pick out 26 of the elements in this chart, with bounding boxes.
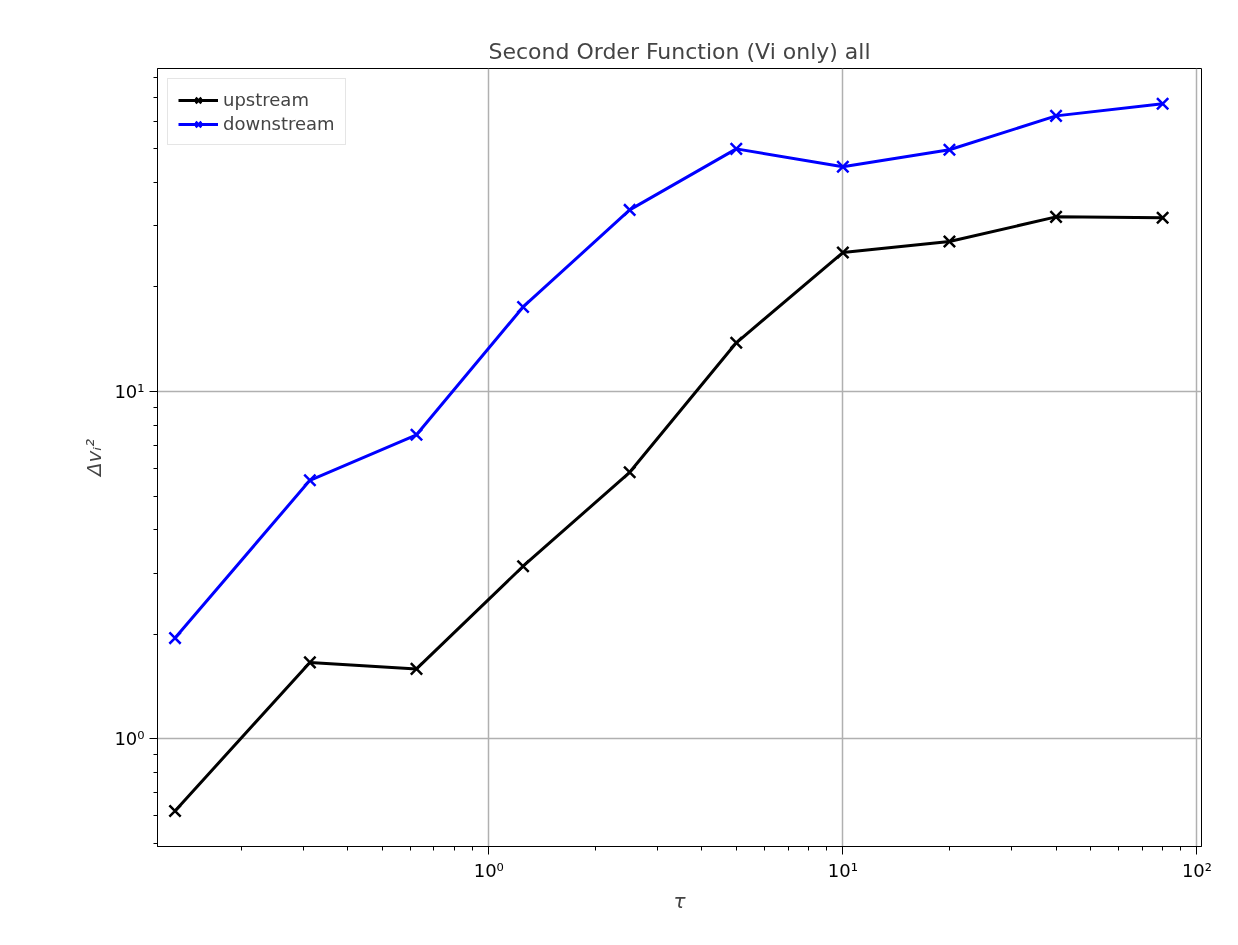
point — [1049, 108, 1063, 123]
point — [516, 559, 530, 574]
legend-label: downstream — [223, 113, 335, 134]
legend-label: upstream — [223, 89, 309, 110]
x-tick-label: 10⁰ — [473, 859, 504, 881]
point — [516, 300, 530, 314]
point — [409, 661, 424, 676]
point — [302, 473, 317, 488]
x-tick-label: 10¹ — [827, 859, 858, 881]
point — [835, 245, 850, 260]
point — [409, 427, 424, 442]
point — [1155, 210, 1170, 225]
y-axis-title: Δvᵢ² — [82, 438, 107, 479]
x-axis-title: τ — [673, 888, 687, 913]
point — [1049, 209, 1063, 224]
chart-title: Second Order Function (Vi only) all — [488, 38, 871, 64]
point — [1155, 96, 1170, 111]
point — [729, 335, 744, 350]
point — [942, 142, 957, 157]
x-tick-label: 10² — [1181, 859, 1213, 881]
point — [622, 465, 637, 480]
point — [835, 159, 850, 174]
point — [302, 655, 317, 670]
point — [942, 234, 957, 249]
point — [622, 202, 637, 217]
point — [729, 141, 744, 156]
